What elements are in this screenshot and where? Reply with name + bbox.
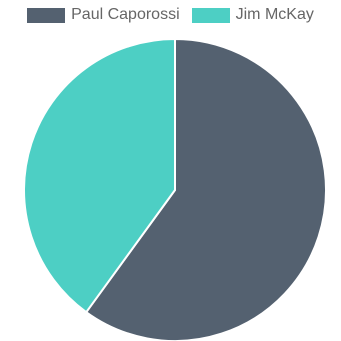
- pie-chart: [0, 0, 341, 341]
